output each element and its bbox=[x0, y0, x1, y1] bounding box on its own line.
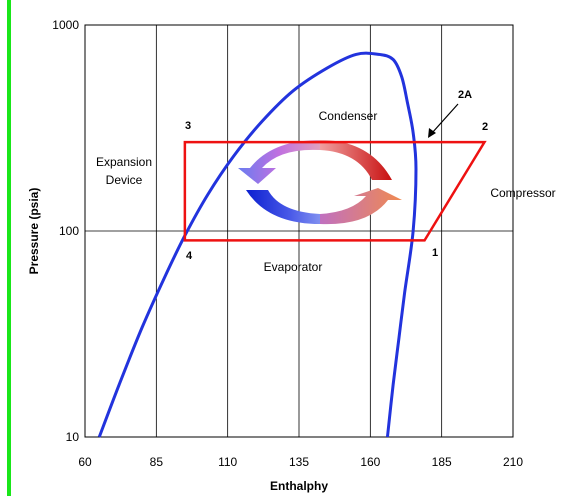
point-label-2: 2 bbox=[482, 121, 488, 133]
x-tick-label: 60 bbox=[78, 455, 92, 469]
y-axis-title: Pressure (psia) bbox=[27, 188, 41, 275]
x-tick-label: 185 bbox=[432, 455, 452, 469]
cycle-arrow-bottom-right bbox=[320, 188, 402, 225]
x-tick-label: 160 bbox=[360, 455, 380, 469]
refrigeration-cycle-outline bbox=[183, 140, 487, 242]
cycle-arrows-icon bbox=[238, 140, 402, 225]
cycle-arrow-top-left bbox=[238, 140, 320, 184]
x-tick-label: 110 bbox=[218, 455, 237, 469]
label-device: Device bbox=[106, 173, 143, 187]
y-tick-label: 10 bbox=[66, 430, 80, 444]
x-tick-label: 135 bbox=[289, 455, 309, 469]
cycle-arrow-bottom-left bbox=[246, 190, 320, 224]
cycle-arrow-top-right bbox=[320, 140, 392, 180]
gridlines bbox=[85, 25, 513, 437]
saturation-dome-curve bbox=[97, 51, 418, 438]
left-accent-strip bbox=[7, 0, 11, 496]
point-label-3: 3 bbox=[185, 120, 191, 132]
y-tick-label: 100 bbox=[59, 224, 79, 238]
point-label-4: 4 bbox=[186, 250, 193, 262]
label-condenser: Condenser bbox=[319, 109, 378, 123]
point-label-2a: 2A bbox=[458, 89, 472, 101]
point-label-1: 1 bbox=[432, 247, 438, 259]
x-tick-label: 210 bbox=[503, 455, 523, 469]
label-expansion: Expansion bbox=[96, 155, 152, 169]
label-compressor: Compressor bbox=[490, 186, 555, 200]
y-tick-label: 1000 bbox=[52, 18, 79, 32]
label-evaporator: Evaporator bbox=[264, 260, 323, 274]
x-tick-label: 85 bbox=[150, 455, 164, 469]
tick-labels: 60 85 110 135 160 185 210 10 100 1000 bbox=[52, 18, 523, 469]
callout-2a-arrow bbox=[428, 103, 459, 138]
x-axis-title: Enthalphy bbox=[270, 479, 328, 493]
